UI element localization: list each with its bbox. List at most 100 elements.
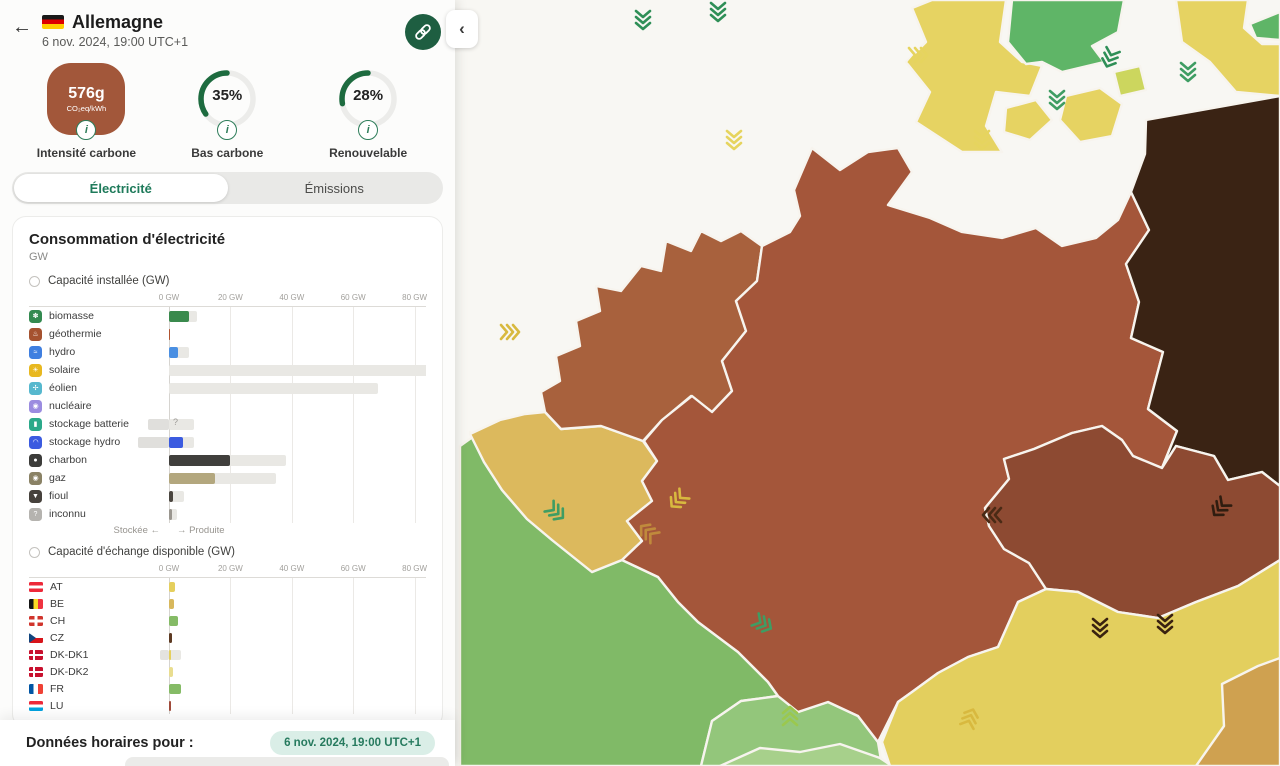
éolien-icon: ✢	[29, 381, 42, 395]
axis-ticks: 0 GW 20 GW 40 GW 60 GW 80 GW	[158, 293, 428, 302]
info-icon[interactable]: i	[76, 120, 97, 140]
info-icon[interactable]: i	[217, 120, 238, 140]
panel-header: ← Allemagne 6 nov. 2024, 19:00 UTC+1	[0, 0, 455, 54]
CZ-flag-icon	[29, 632, 43, 643]
flow-arrow-icon	[1091, 617, 1109, 639]
row-label: éolien	[49, 382, 78, 394]
production-row-stockage-batterie[interactable]: ▮ stockage batterie?	[29, 415, 426, 433]
flow-arrow-icon	[1156, 613, 1174, 635]
datetime-pill[interactable]: 6 nov. 2024, 19:00 UTC+1	[270, 731, 435, 755]
AT-flag-icon	[29, 581, 43, 592]
row-label: CZ	[50, 631, 64, 644]
installed-capacity-toggle[interactable]: Capacité installée (GW)	[29, 275, 426, 287]
share-link-button[interactable]	[405, 14, 441, 50]
country-slovakia-edge[interactable]	[1194, 656, 1280, 766]
carbon-intensity-label: Intensité carbone	[36, 146, 137, 160]
time-slider[interactable]	[125, 757, 449, 766]
country-italy-edge[interactable]	[718, 742, 894, 766]
flow-arrow-icon	[543, 499, 565, 521]
flow-arrow-icon	[959, 708, 979, 731]
country-denmark-isles-ne[interactable]	[1174, 0, 1280, 98]
exchange-row-BE[interactable]: BE	[29, 595, 426, 612]
low-carbon-label: Bas carbone	[191, 146, 264, 160]
flow-arrow-icon	[1101, 45, 1121, 68]
stockage-batterie-icon: ▮	[29, 417, 42, 431]
production-row-charbon[interactable]: ● charbon	[29, 451, 426, 469]
production-row-géothermie[interactable]: ♨ géothermie	[29, 325, 426, 343]
flow-arrow-icon	[709, 1, 727, 23]
row-label: gaz	[49, 472, 66, 484]
country-denmark-jutland[interactable]	[904, 0, 1044, 154]
DK-DK1-flag-icon	[29, 649, 43, 660]
charbon-icon: ●	[29, 453, 42, 467]
exchange-row-AT[interactable]: AT	[29, 578, 426, 595]
gauges-row: 576g CO₂eq/kWh i Intensité carbone 35% i…	[0, 54, 455, 160]
flow-arrow-icon	[634, 9, 652, 31]
row-label: AT	[50, 580, 63, 593]
exchange-chart: 0 GW 20 GW 40 GW 60 GW 80 GW AT BE CH CZ DK-DK1 D…	[29, 564, 428, 714]
géothermie-icon: ♨	[29, 327, 42, 341]
country-sweden[interactable]	[1006, 0, 1126, 74]
carbon-intensity-value: 576g	[68, 85, 105, 102]
row-label: CH	[50, 614, 66, 627]
collapse-panel-button[interactable]: ‹	[446, 10, 478, 48]
solaire-icon: ☀	[29, 363, 42, 377]
exchange-row-DK-DK2[interactable]: DK-DK2	[29, 663, 426, 680]
exchange-rows: AT BE CH CZ DK-DK1 DK-DK2 FR LU	[29, 577, 426, 714]
radio-icon	[29, 546, 40, 558]
production-row-biomasse[interactable]: ✽ biomasse	[29, 307, 426, 325]
production-row-hydro[interactable]: ≈ hydro	[29, 343, 426, 361]
gaz-icon: ◉	[29, 471, 42, 485]
inconnu-icon: ?	[29, 507, 42, 521]
row-label: DK-DK1	[50, 648, 89, 661]
production-row-stockage-hydro[interactable]: ◠ stockage hydro	[29, 433, 426, 451]
tab-emissions[interactable]: Émissions	[304, 180, 364, 196]
chevron-left-icon: ‹	[459, 19, 465, 38]
flow-arrow-icon	[499, 323, 521, 341]
flow-arrow-icon	[669, 487, 691, 509]
production-row-inconnu[interactable]: ? inconnu	[29, 505, 426, 523]
country-sweden-east[interactable]	[1248, 10, 1280, 42]
row-label: solaire	[49, 364, 80, 376]
country-denmark-funen[interactable]	[1002, 98, 1054, 142]
row-label: géothermie	[49, 328, 102, 340]
consumption-card: Consommation d'électricité GW Capacité i…	[12, 216, 443, 728]
low-carbon-gauge[interactable]: 35% i Bas carbone	[157, 60, 298, 160]
nucléaire-icon: ◉	[29, 399, 42, 413]
production-row-nucléaire[interactable]: ◉ nucléaire	[29, 397, 426, 415]
country-bornholm[interactable]	[1112, 64, 1148, 98]
biomasse-icon: ✽	[29, 309, 42, 323]
germany-flag-icon	[42, 15, 64, 29]
CH-flag-icon	[29, 615, 43, 626]
carbon-intensity-gauge[interactable]: 576g CO₂eq/kWh i Intensité carbone	[16, 60, 157, 160]
hourly-data-label: Données horaires pour :	[26, 735, 194, 751]
stockage-hydro-icon: ◠	[29, 435, 42, 449]
row-label: hydro	[49, 346, 76, 358]
country-austria[interactable]	[880, 558, 1280, 766]
flow-arrow-icon	[1179, 61, 1197, 83]
flow-arrow-icon	[750, 612, 773, 633]
renewable-gauge[interactable]: 28% i Renouvelable	[298, 60, 439, 160]
production-row-fioul[interactable]: ▼ fioul	[29, 487, 426, 505]
renewable-value: 28%	[353, 87, 384, 104]
production-row-gaz[interactable]: ◉ gaz	[29, 469, 426, 487]
carbon-intensity-badge: 576g CO₂eq/kWh	[47, 63, 126, 135]
row-label: FR	[50, 682, 64, 695]
flow-arrow-icon	[1048, 89, 1066, 111]
axis-ticks: 0 GW 20 GW 40 GW 60 GW 80 GW	[158, 564, 428, 573]
exchange-row-LU[interactable]: LU	[29, 697, 426, 714]
back-arrow-icon[interactable]: ←	[12, 16, 32, 38]
flow-arrow-icon	[907, 46, 929, 64]
production-row-éolien[interactable]: ✢ éolien	[29, 379, 426, 397]
exchange-row-FR[interactable]: FR	[29, 680, 426, 697]
exchange-row-CZ[interactable]: CZ	[29, 629, 426, 646]
hydro-icon: ≈	[29, 345, 42, 359]
exchange-row-DK-DK1[interactable]: DK-DK1	[29, 646, 426, 663]
exchange-row-CH[interactable]: CH	[29, 612, 426, 629]
country-panel: ← Allemagne 6 nov. 2024, 19:00 UTC+1 576…	[0, 0, 455, 766]
country-denmark-zealand[interactable]	[1058, 86, 1124, 144]
info-icon[interactable]: i	[358, 120, 379, 140]
tab-electricity[interactable]: Électricité	[14, 174, 228, 202]
production-row-solaire[interactable]: ☀ solaire	[29, 361, 426, 379]
exchange-capacity-toggle[interactable]: Capacité d'échange disponible (GW)	[29, 546, 426, 558]
